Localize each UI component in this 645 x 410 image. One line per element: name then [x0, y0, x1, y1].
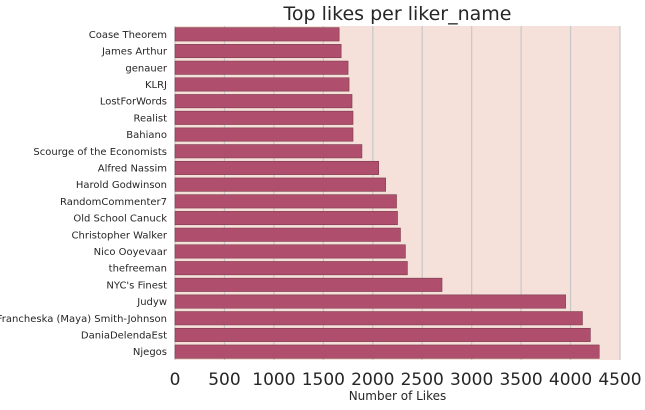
bar [174, 94, 353, 109]
x-tick-label: 0 [170, 370, 181, 390]
bar [174, 194, 397, 209]
category-labels: Coase Theorem James Arthur genauer KLRJ Lost… [0, 30, 168, 358]
bar [174, 294, 566, 309]
category-label: Judyw [136, 297, 167, 308]
category-label: thefreeman [109, 264, 167, 275]
category-label: James Arthur [101, 47, 168, 58]
x-tick-label: 3500 [499, 370, 542, 390]
category-label: NYC's Finest [106, 280, 167, 291]
bar [174, 327, 591, 342]
category-label: Realist [134, 113, 168, 124]
bar [174, 60, 349, 75]
bar [174, 311, 583, 326]
bar [174, 177, 386, 192]
x-tick-label: 500 [208, 370, 240, 390]
category-label: Francheska (Maya) Smith-Johnson [0, 314, 167, 325]
x-axis-label: Number of Likes [349, 389, 447, 403]
bar [174, 227, 401, 242]
plot-area [175, 26, 620, 360]
x-tick-label: 4500 [598, 370, 641, 390]
bar [174, 127, 354, 142]
x-tick-label: 4000 [549, 370, 592, 390]
category-label: Alfred Nassim [98, 163, 167, 174]
bar [174, 211, 398, 226]
bar [174, 77, 350, 92]
x-tick-label: 2000 [351, 370, 394, 390]
category-label: genauer [125, 63, 167, 74]
bar [174, 110, 354, 125]
chart-title: Top likes per liker_name [283, 3, 512, 25]
bar [174, 44, 342, 59]
category-label: RandomCommenter7 [60, 197, 167, 208]
bar [174, 27, 340, 42]
x-tick-labels: 0 500 1000 1500 2000 2500 3000 3500 4000 4500 [170, 370, 642, 390]
bar [174, 261, 408, 276]
category-label: Coase Theorem [89, 30, 167, 41]
category-label: Christopher Walker [72, 230, 168, 241]
bar [174, 344, 600, 359]
category-label: KLRJ [145, 80, 167, 91]
x-tick-label: 1000 [252, 370, 295, 390]
bar [174, 244, 406, 259]
x-tick-label: 3000 [450, 370, 493, 390]
category-label: Njegos [133, 347, 167, 358]
category-label: Nico Ooyevaar [94, 247, 168, 258]
bar [174, 277, 443, 292]
category-label: LostForWords [100, 97, 167, 108]
bar [174, 144, 363, 159]
x-tick-label: 2500 [401, 370, 444, 390]
bars [174, 27, 600, 359]
category-label: Scourge of the Economists [33, 147, 167, 158]
category-label: Old School Canuck [73, 214, 167, 225]
bar [174, 160, 380, 175]
category-label: DaniaDelendaEst [81, 330, 167, 341]
category-label: Harold Godwinson [76, 180, 167, 191]
x-tick-label: 1500 [302, 370, 345, 390]
category-label: Bahiano [126, 130, 167, 141]
